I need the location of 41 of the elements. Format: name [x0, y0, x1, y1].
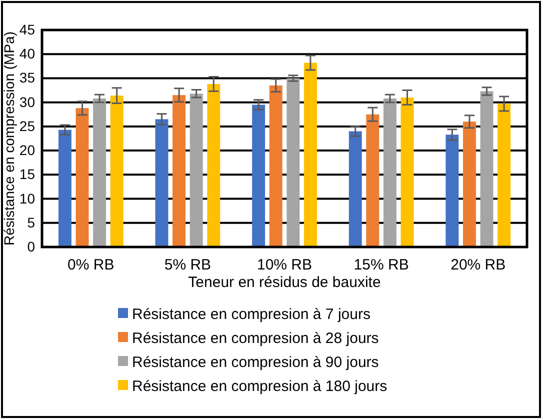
x-tick-label: 15% RB: [354, 256, 409, 274]
bar: [480, 91, 494, 247]
bar: [462, 122, 476, 247]
y-tick-label: 30: [19, 94, 36, 110]
bar: [446, 134, 459, 247]
y-tick-label: 5: [27, 214, 36, 230]
x-tick-label: 20% RB: [450, 256, 506, 274]
bar: [383, 98, 396, 247]
y-tick-label: 15: [19, 166, 36, 182]
x-tick-label: 0% RB: [68, 256, 114, 274]
y-tick-label: 40: [19, 46, 36, 62]
y-axis-title: Résistance en compression (MPa): [1, 32, 17, 246]
bar: [252, 104, 266, 247]
bar: [76, 108, 89, 247]
legend-label: Résistance en compresion à 7 jours: [132, 306, 370, 323]
legend-label: Résistance en compresion à 90 jours: [132, 354, 379, 371]
y-tick-label: 10: [19, 190, 36, 206]
bar: [269, 85, 282, 247]
x-tick-label: 5% RB: [164, 256, 212, 274]
bar: [155, 119, 168, 247]
bar: [190, 94, 203, 247]
y-tick-label: 20: [19, 142, 36, 158]
y-tick-label: 35: [19, 70, 36, 86]
bar: [304, 62, 317, 247]
bar: [498, 104, 511, 247]
bar: [286, 78, 300, 247]
x-axis-title: Teneur en résidus de bauxite: [188, 274, 381, 291]
legend-label: Résistance en compresion à 180 jours: [132, 378, 388, 395]
legend-label: Résistance en compresion à 28 jours: [132, 330, 379, 347]
y-tick-label: 25: [19, 118, 36, 134]
bar: [400, 98, 414, 247]
bar: [93, 98, 106, 247]
bar: [58, 130, 72, 247]
bar: [110, 96, 124, 247]
bar: [348, 131, 362, 247]
bar: [366, 114, 380, 247]
x-tick-label: 10% RB: [256, 256, 312, 274]
bar: [172, 95, 186, 247]
y-tick-label: 45: [19, 21, 36, 38]
bar: [207, 84, 220, 247]
y-tick-label: 0: [27, 238, 36, 254]
